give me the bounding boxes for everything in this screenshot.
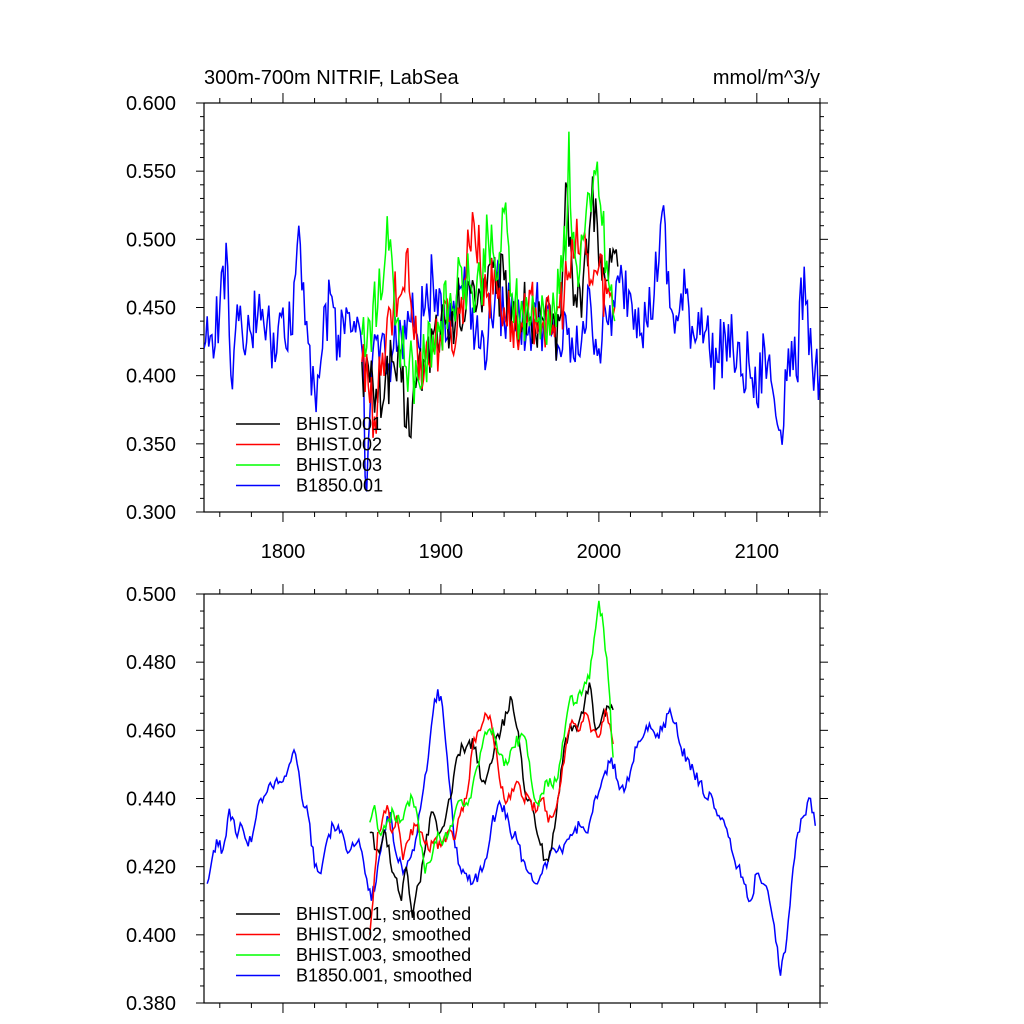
y-tick-label: 0.460 — [126, 720, 176, 742]
bottom-panel: 0.380 0.400 0.420 0.440 0.460 0.480 0.500 BHIS… — [126, 584, 828, 1015]
y-tick-label: 0.440 — [126, 789, 176, 811]
bottom-plot-area — [203, 593, 821, 1004]
y-tick-label: 0.600 — [126, 93, 176, 115]
series-line-bhist-003-smoothed — [369, 600, 614, 874]
y-tick-label: 0.500 — [126, 229, 176, 251]
legend-label: BHIST.003, smoothed — [296, 945, 471, 965]
x-tick-label: 2100 — [735, 541, 780, 563]
y-tick-label: 0.300 — [126, 502, 176, 524]
x-tick-label: 1800 — [261, 541, 306, 563]
y-tick-label: 0.450 — [126, 298, 176, 320]
series-line-bhist-002 — [361, 211, 616, 438]
series-line-bhist-001-smoothed — [369, 682, 614, 918]
y-tick-label: 0.480 — [126, 652, 176, 674]
top-series-group — [204, 131, 820, 492]
x-tick-label: 1900 — [419, 541, 464, 563]
top-chart-units: mmol/m^3/y — [713, 67, 820, 89]
y-tick-label: 0.550 — [126, 161, 176, 183]
legend-label: BHIST.001, smoothed — [296, 904, 471, 924]
bottom-axes: 0.380 0.400 0.420 0.440 0.460 0.480 0.500 — [126, 584, 828, 1015]
legend-label: B1850.001 — [296, 476, 383, 496]
series-line-bhist-003 — [361, 131, 616, 405]
y-tick-label: 0.380 — [126, 993, 176, 1015]
y-tick-label: 0.420 — [126, 857, 176, 879]
top-axes: 0.300 0.350 0.400 0.450 0.500 0.550 0.600 1800 1… — [126, 93, 828, 563]
legend-label: BHIST.003 — [296, 455, 382, 475]
y-tick-label: 0.400 — [126, 366, 176, 388]
y-tick-label: 0.350 — [126, 434, 176, 456]
legend-label: BHIST.001 — [296, 414, 382, 434]
x-tick-label: 2000 — [577, 541, 622, 563]
y-tick-label: 0.500 — [126, 584, 176, 606]
legend-label: BHIST.002, smoothed — [296, 925, 471, 945]
top-panel: 300m-700m NITRIF, LabSea mmol/m^3/y 0.30… — [126, 67, 828, 563]
bottom-series-group — [206, 600, 817, 976]
legend-label: BHIST.002 — [296, 435, 382, 455]
series-line-bhist-002-smoothed — [369, 707, 614, 935]
top-chart-title: 300m-700m NITRIF, LabSea — [204, 67, 459, 89]
series-line-b1850-001-smoothed — [206, 689, 817, 976]
y-tick-label: 0.400 — [126, 925, 176, 947]
legend-label: B1850.001, smoothed — [296, 966, 472, 986]
